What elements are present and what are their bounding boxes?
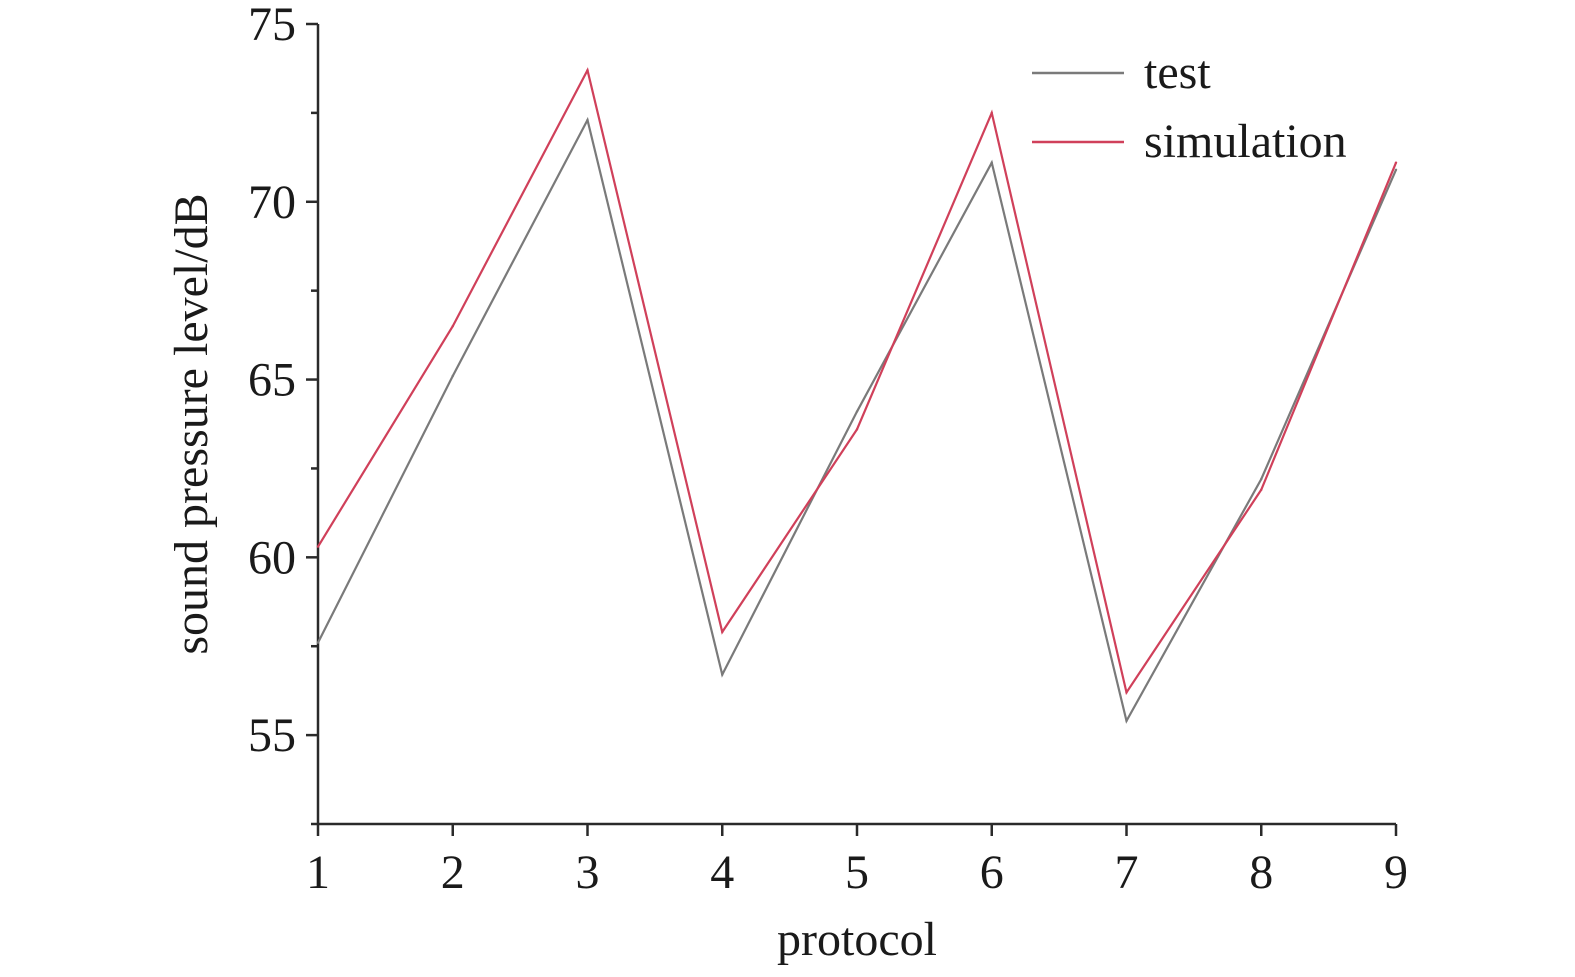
x-tick-label: 4: [710, 846, 734, 899]
y-tick-label: 60: [248, 531, 296, 584]
data-point-test: [1125, 719, 1128, 723]
x-tick-label: 9: [1384, 846, 1408, 899]
data-point-simulation: [1394, 161, 1398, 164]
data-point-test: [1394, 168, 1398, 171]
x-tick-label: 5: [845, 846, 869, 899]
y-tick-label: 55: [248, 709, 296, 762]
y-ticks: 55 60 65 70 75: [248, 0, 318, 826]
data-point-simulation: [990, 111, 993, 115]
x-tick-label: 2: [441, 846, 465, 899]
x-ticks: 1 2 3 4 5 6 7 8 9: [306, 824, 1408, 899]
data-point-test: [1260, 477, 1263, 481]
data-point-test: [451, 374, 454, 378]
data-point-simulation: [721, 630, 724, 634]
data-point-simulation: [586, 69, 589, 72]
legend-label-simulation: simulation: [1144, 115, 1347, 168]
data-point-test: [586, 118, 589, 122]
series-line-test: [317, 116, 1398, 724]
x-axis-title: protocol: [777, 913, 937, 966]
y-axis-title: sound pressure level/dB: [165, 193, 218, 654]
data-point-test: [990, 161, 993, 164]
legend-label-test: test: [1144, 46, 1211, 99]
x-tick-label: 6: [980, 846, 1004, 899]
data-point-test: [855, 410, 859, 413]
x-tick-label: 1: [306, 846, 330, 899]
y-tick-label: 65: [248, 354, 296, 407]
legend: test simulation: [1032, 46, 1347, 168]
y-tick-label: 75: [248, 0, 296, 51]
data-point-test: [721, 673, 724, 676]
series-group: [316, 67, 1398, 724]
x-tick-label: 3: [576, 846, 600, 899]
data-point-test: [316, 641, 320, 644]
data-point-simulation: [1125, 691, 1128, 694]
data-point-simulation: [1260, 488, 1263, 491]
data-point-simulation: [451, 325, 454, 328]
data-point-simulation: [855, 428, 859, 431]
data-point-simulation: [316, 545, 320, 548]
x-tick-label: 8: [1249, 846, 1273, 899]
y-tick-label: 70: [248, 176, 296, 229]
x-tick-label: 7: [1115, 846, 1139, 899]
